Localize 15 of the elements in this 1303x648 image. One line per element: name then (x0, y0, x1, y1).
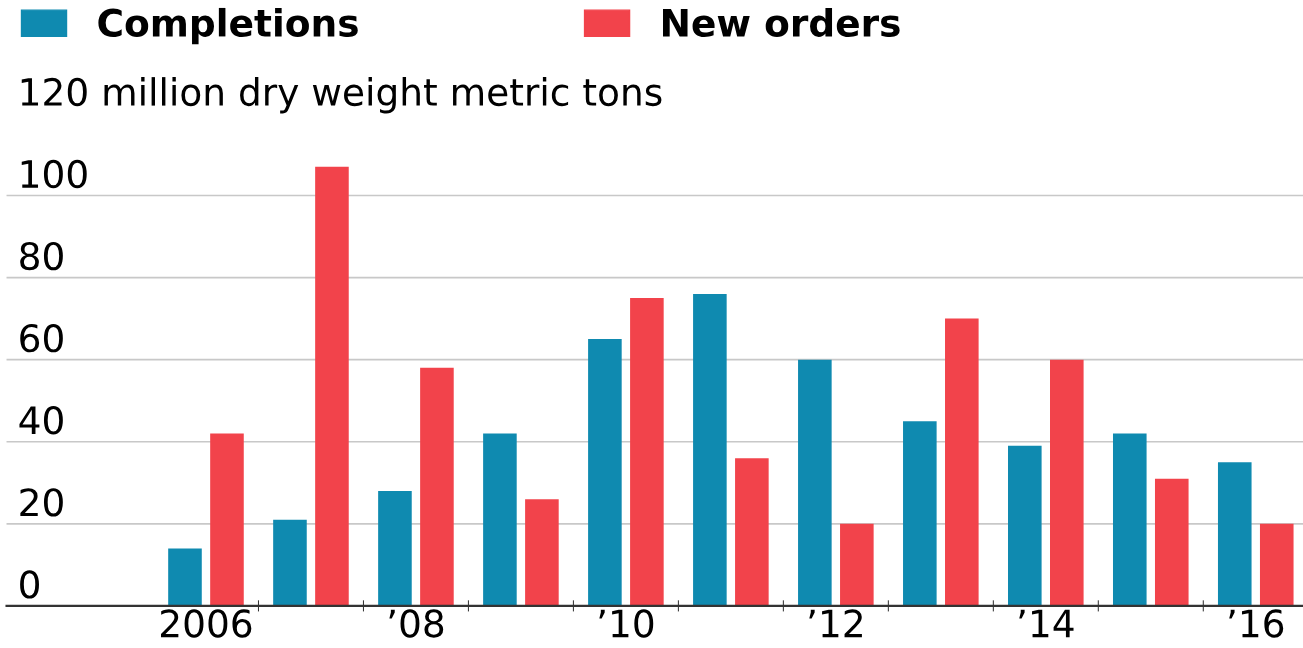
y-tick-label: 120 million dry weight metric tons (21, 77, 662, 114)
y-tick-label: 80 (20, 241, 63, 271)
x-tick-label: ’10 (599, 609, 654, 638)
x-tick-label: ’08 (389, 609, 444, 638)
y-tick-label: 0 (20, 570, 39, 599)
x-tick-label: ’14 (1019, 609, 1074, 638)
y-tick-label: 60 (20, 324, 63, 353)
x-tick-label: 2006 (161, 609, 252, 638)
y-tick-label: 40 (19, 406, 63, 435)
y-tick-label: 100 (21, 159, 87, 189)
y-tick-label: 20 (20, 488, 63, 517)
x-tick-label: ’12 (809, 609, 862, 638)
legend-label: New orders (663, 7, 900, 37)
legend-label: Completions (98, 7, 358, 45)
x-tick-label: ’16 (1229, 609, 1284, 638)
